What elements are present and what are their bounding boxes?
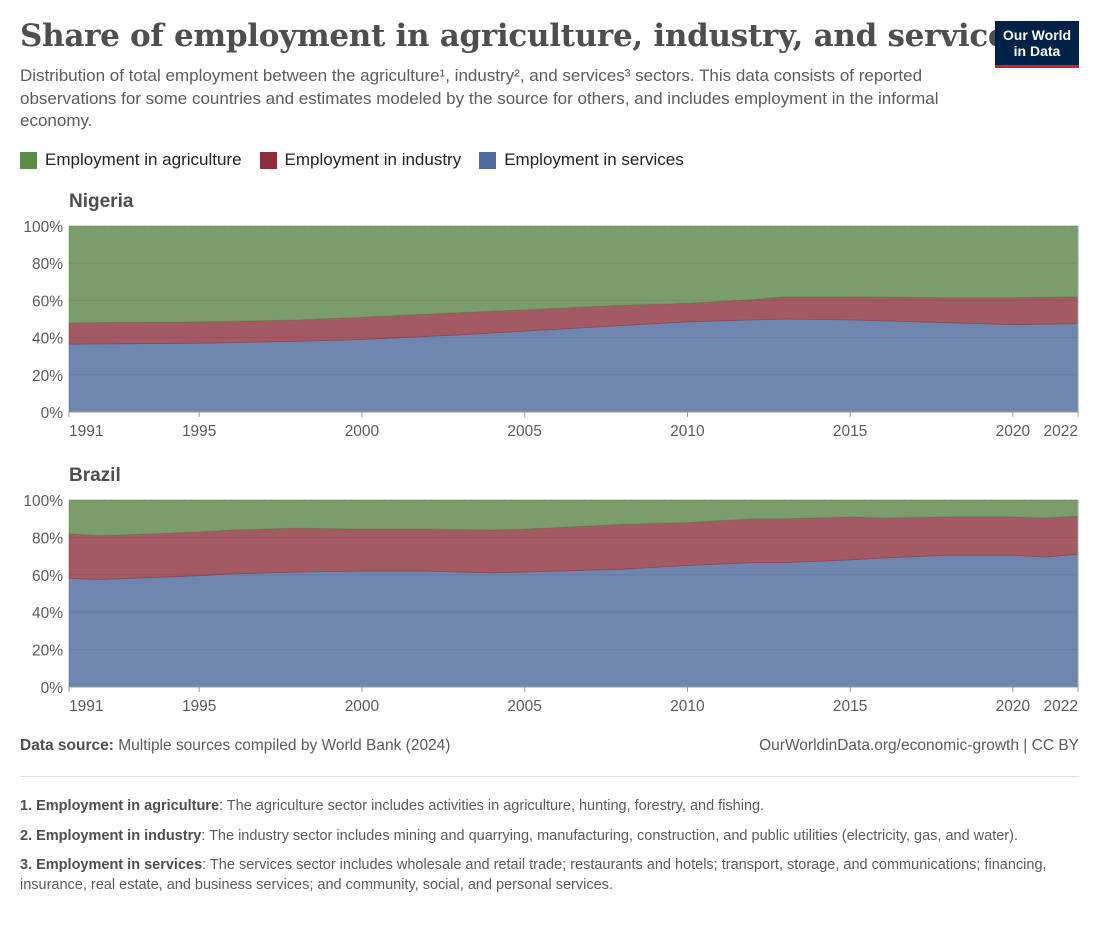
legend-label-industry: Employment in industry [284,150,462,169]
footnote-3-label: 3. Employment in services [20,857,203,873]
chart-subtitle: Distribution of total employment between… [20,66,939,130]
y-tick-label: 20% [32,643,63,660]
x-tick-label: 1995 [182,698,216,715]
legend-item-services[interactable]: Employment in services [479,150,684,170]
footnote-3-text: : The services sector includes wholesale… [20,857,1047,893]
y-tick-label: 0% [41,405,64,422]
y-tick-label: 100% [23,219,63,236]
x-tick-label: 2015 [833,698,867,715]
y-tick-label: 0% [41,680,64,697]
x-tick-label: 1991 [69,698,103,715]
chart-panel-nigeria: Nigeria 0% 20% 40% 60% 80% 100% 1991 1995 2000 200… [23,191,1079,440]
y-tick-label: 20% [32,368,63,385]
logo-line-1: Our World [1002,27,1072,43]
logo-line-2: in Data [1013,43,1061,59]
legend-label-services: Employment in services [504,150,684,169]
charts-canvas: Nigeria 0% 20% 40% 60% 80% 100% 1991 1995 2000 200… [23,191,1079,715]
x-tick-label: 2005 [507,423,541,440]
x-tick-label: 2010 [670,423,705,440]
legend-swatch-industry [259,151,277,169]
data-source-text: Multiple sources compiled by World Bank … [113,737,451,754]
x-tick-label: 2000 [345,698,380,715]
x-tick-label: 2005 [507,698,541,715]
x-tick-label: 2020 [996,423,1031,440]
footnote-2: 2. Employment in industry: The industry … [20,827,1070,847]
y-tick-label: 80% [32,256,63,273]
y-tick-label: 40% [32,331,63,348]
legend: Employment in agriculture Employment in … [20,150,684,170]
owid-logo[interactable]: Our World in Data [995,21,1079,68]
data-source: Data source: Multiple sources compiled b… [20,737,450,755]
source-link[interactable]: OurWorldinData.org/economic-growth | CC … [759,737,1079,754]
x-tick-label: 2010 [670,698,705,715]
x-tick-label: 2000 [345,423,380,440]
x-tick-label: 2015 [833,423,867,440]
x-tick-label: 2022 [1044,423,1078,440]
legend-swatch-services [479,151,497,169]
footnote-1: 1. Employment in agriculture: The agricu… [20,797,1070,817]
data-source-label: Data source: [20,737,114,754]
legend-swatch-agriculture [20,151,37,169]
footnote-1-label: 1. Employment in agriculture [20,798,220,814]
footnote-3: 3. Employment in services: The services … [20,856,1070,895]
panel-title: Brazil [69,465,121,486]
chart-panel-brazil: Brazil 0% 20% 40% 60% 80% 100% 1991 1995 2000 2005… [23,465,1079,715]
legend-label-agriculture: Employment in agriculture [45,150,242,169]
panel-title: Nigeria [69,191,134,212]
y-tick-label: 60% [32,293,63,310]
footnotes: 1. Employment in agriculture: The agricu… [20,797,1070,905]
y-tick-label: 80% [32,530,63,547]
footnote-1-text: : The agriculture sector includes activi… [219,798,765,814]
x-tick-label: 1995 [182,423,216,440]
legend-item-agriculture[interactable]: Employment in agriculture [20,150,242,170]
y-tick-label: 100% [23,493,63,510]
x-tick-label: 1991 [69,423,103,440]
footnote-2-text: : The industry sector includes mining an… [201,827,1018,844]
chart-title: Share of employment in agriculture, indu… [20,18,1025,54]
x-tick-label: 2022 [1044,698,1078,715]
footnote-2-label: 2. Employment in industry [20,827,202,844]
footer-divider [20,776,1079,777]
x-tick-label: 2020 [996,698,1031,715]
y-tick-label: 60% [32,568,63,585]
legend-item-industry[interactable]: Employment in industry [259,150,462,170]
y-tick-label: 40% [32,605,63,622]
